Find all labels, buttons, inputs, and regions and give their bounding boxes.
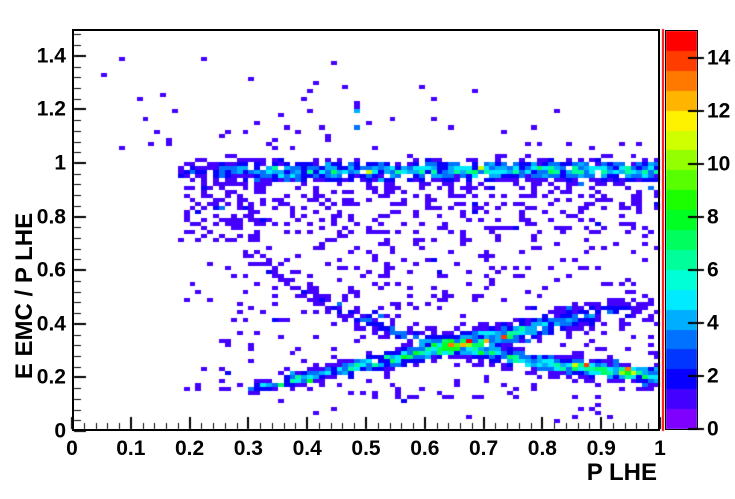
y-axis-tick-label: 0 (54, 419, 66, 443)
x-axis-tick-label: 0.3 (233, 437, 263, 460)
colorbar-tick-label: 12 (707, 99, 731, 123)
y-axis-tick-label: 1 (54, 151, 66, 175)
colorbar-tick-label: 14 (707, 46, 731, 70)
colorbar-tick-label: 4 (707, 311, 719, 335)
colorbar-tick-label: 0 (707, 417, 719, 441)
y-axis-tick-label: 0.8 (36, 205, 66, 229)
y-axis-tick-label: 0.4 (36, 312, 66, 336)
x-axis-tick-label: 0.8 (527, 437, 557, 460)
x-axis-tick-label: 0.6 (410, 437, 440, 460)
colorbar-tick-label: 8 (707, 205, 719, 229)
colorbar (665, 30, 698, 430)
x-axis-tick-label: 0.2 (174, 437, 205, 460)
x-axis-tick-label: 0 (66, 437, 78, 460)
colorbar-tick-label: 2 (707, 364, 719, 388)
y-axis-tick-label: 1.4 (36, 44, 66, 68)
colorbar-tick-label: 6 (707, 258, 719, 282)
y-axis-title: E EMC / P LHE (11, 212, 38, 380)
y-axis-tick-label: 1.2 (36, 97, 66, 121)
x-axis-tick-label: 0.5 (351, 437, 381, 460)
x-axis-tick-label: 0.4 (292, 437, 322, 460)
x-axis-title: P LHE (586, 459, 657, 486)
x-axis-tick-label: 0.7 (468, 437, 499, 460)
x-axis-tick-label: 1 (654, 437, 666, 460)
y-axis-tick-label: 0.2 (36, 365, 66, 389)
y-axis-tick-label: 0.6 (36, 258, 66, 282)
plot-frame (72, 29, 660, 431)
x-axis-tick-label: 0.9 (586, 437, 616, 460)
x-axis-tick-label: 0.1 (116, 437, 146, 460)
colorbar-tick-label: 10 (707, 152, 731, 176)
